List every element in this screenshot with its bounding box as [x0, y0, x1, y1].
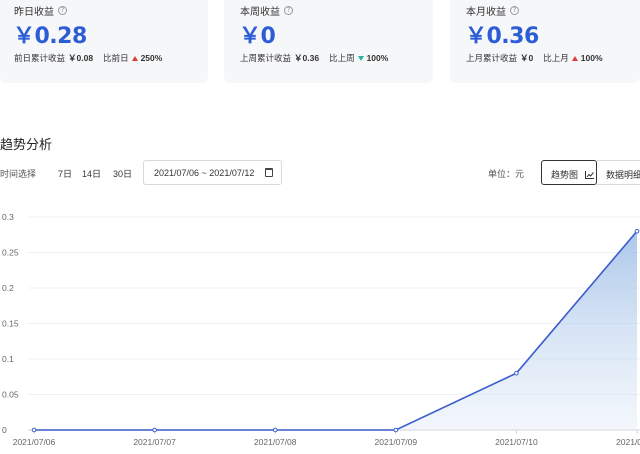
data-point[interactable] [634, 228, 640, 234]
grid-lines [28, 216, 640, 431]
line-chart-icon [584, 171, 594, 179]
x-tick-label: 2021/07/10 [495, 437, 538, 447]
y-tick-label: 0.1 [2, 354, 14, 364]
x-tick-label: 2021/07/08 [254, 437, 297, 447]
card-title: 本月收益 ? [466, 3, 519, 18]
x-tick-label: 2021/07/09 [375, 437, 418, 447]
card-compare: 上月累计收益 ￥0 比上月 100% [466, 52, 603, 64]
x-tick-label: 2021/07/07 [133, 437, 176, 447]
arrow-up-icon [131, 55, 138, 61]
data-point[interactable] [152, 427, 157, 433]
arrow-up-icon [571, 55, 578, 61]
date-range-text: 2021/07/06 ~ 2021/07/12 [154, 168, 255, 178]
calendar-icon [265, 168, 273, 177]
y-tick-label: 0.2 [2, 283, 14, 293]
date-range-picker[interactable]: 2021/07/06 ~ 2021/07/12 [143, 160, 282, 185]
data-point[interactable] [272, 427, 278, 433]
range-30-days-button[interactable]: 30日 [113, 169, 133, 179]
data-table-view-label: 数据明细 [606, 170, 640, 180]
compare-label: 前日累计收益 [14, 53, 66, 63]
card-title-text: 本月收益 [466, 7, 506, 18]
y-tick-label: 0.15 [2, 319, 19, 329]
compare-value: ￥0 [520, 53, 534, 63]
card-value: ￥0 [239, 24, 276, 49]
ratio-label: 比上周 [329, 53, 355, 63]
trend-view-label: 趋势图 [551, 170, 579, 180]
range-7-days-button[interactable]: 7日 [58, 169, 73, 179]
this-month-income-card: 本月收益 ? ￥0.36 上月累计收益 ￥0 比上月 100% [450, 0, 640, 83]
card-compare: 前日累计收益 ￥0.08 比前日 250% [14, 52, 162, 64]
yesterday-income-card: 昨日收益 ? ￥0.28 前日累计收益 ￥0.08 比前日 250% [0, 0, 208, 83]
unit-label: 单位：元 [488, 169, 525, 179]
y-axis-ticks: 0 0.05 0.1 0.15 0.2 0.25 0.3 [2, 212, 19, 435]
series-points [31, 228, 640, 433]
data-point[interactable] [31, 427, 37, 433]
ratio-label: 比前日 [103, 53, 129, 63]
arrow-down-icon [357, 55, 364, 61]
ratio-value: 100% [580, 53, 603, 63]
help-icon[interactable]: ? [58, 6, 67, 15]
compare-label: 上月累计收益 [466, 53, 518, 63]
card-title-text: 昨日收益 [14, 7, 54, 18]
trend-chart: 00.050.10.150.20.250.3 2021/07/06 2021/07… [2, 212, 640, 447]
x-axis-ticks: 2021/07/06 2021/07/07 2021/07/08 2021/07/09… [13, 430, 640, 447]
this-week-income-card: 本周收益 ? ￥0 上周累计收益 ￥0.36 比上周 100% [224, 0, 433, 83]
data-point[interactable] [393, 427, 399, 433]
section-title: 趋势分析 [0, 137, 53, 152]
trend-view-button[interactable]: 趋势图 [541, 160, 597, 185]
ratio-value: 250% [140, 53, 163, 63]
data-point[interactable] [514, 370, 519, 376]
card-value: ￥0.36 [465, 24, 539, 49]
ratio-label: 比上月 [543, 53, 569, 63]
card-compare: 上周累计收益 ￥0.36 比上周 100% [240, 52, 388, 64]
chart-toolbar: 时间选择 7日 14日 30日 2021/07/06 ~ 2021/07/12 … [0, 160, 640, 186]
y-tick-label: 0.3 [2, 212, 14, 222]
help-icon[interactable]: ? [510, 6, 519, 15]
compare-value: ￥0.08 [68, 53, 94, 63]
data-table-view-button[interactable]: 数据明细 [597, 160, 640, 185]
y-tick-label: 0.05 [2, 390, 19, 400]
series-line [34, 230, 638, 431]
ratio-value: 100% [366, 53, 389, 63]
compare-value: ￥0.36 [294, 53, 320, 63]
x-tick-label: 2021/07/06 [13, 437, 56, 447]
help-icon[interactable]: ? [284, 6, 293, 15]
card-title: 昨日收益 ? [14, 3, 67, 18]
y-tick-label: 0.25 [2, 248, 19, 258]
compare-label: 上周累计收益 [240, 53, 292, 63]
y-tick-label: 0 [2, 425, 7, 435]
card-title-text: 本周收益 [240, 7, 280, 18]
card-title: 本周收益 ? [240, 3, 293, 18]
time-select-label: 时间选择 [0, 169, 37, 179]
card-value: ￥0.28 [13, 24, 87, 49]
range-14-days-button[interactable]: 14日 [82, 169, 102, 179]
x-tick-label: 2021/07/11 [616, 437, 640, 447]
series-area [34, 231, 637, 430]
